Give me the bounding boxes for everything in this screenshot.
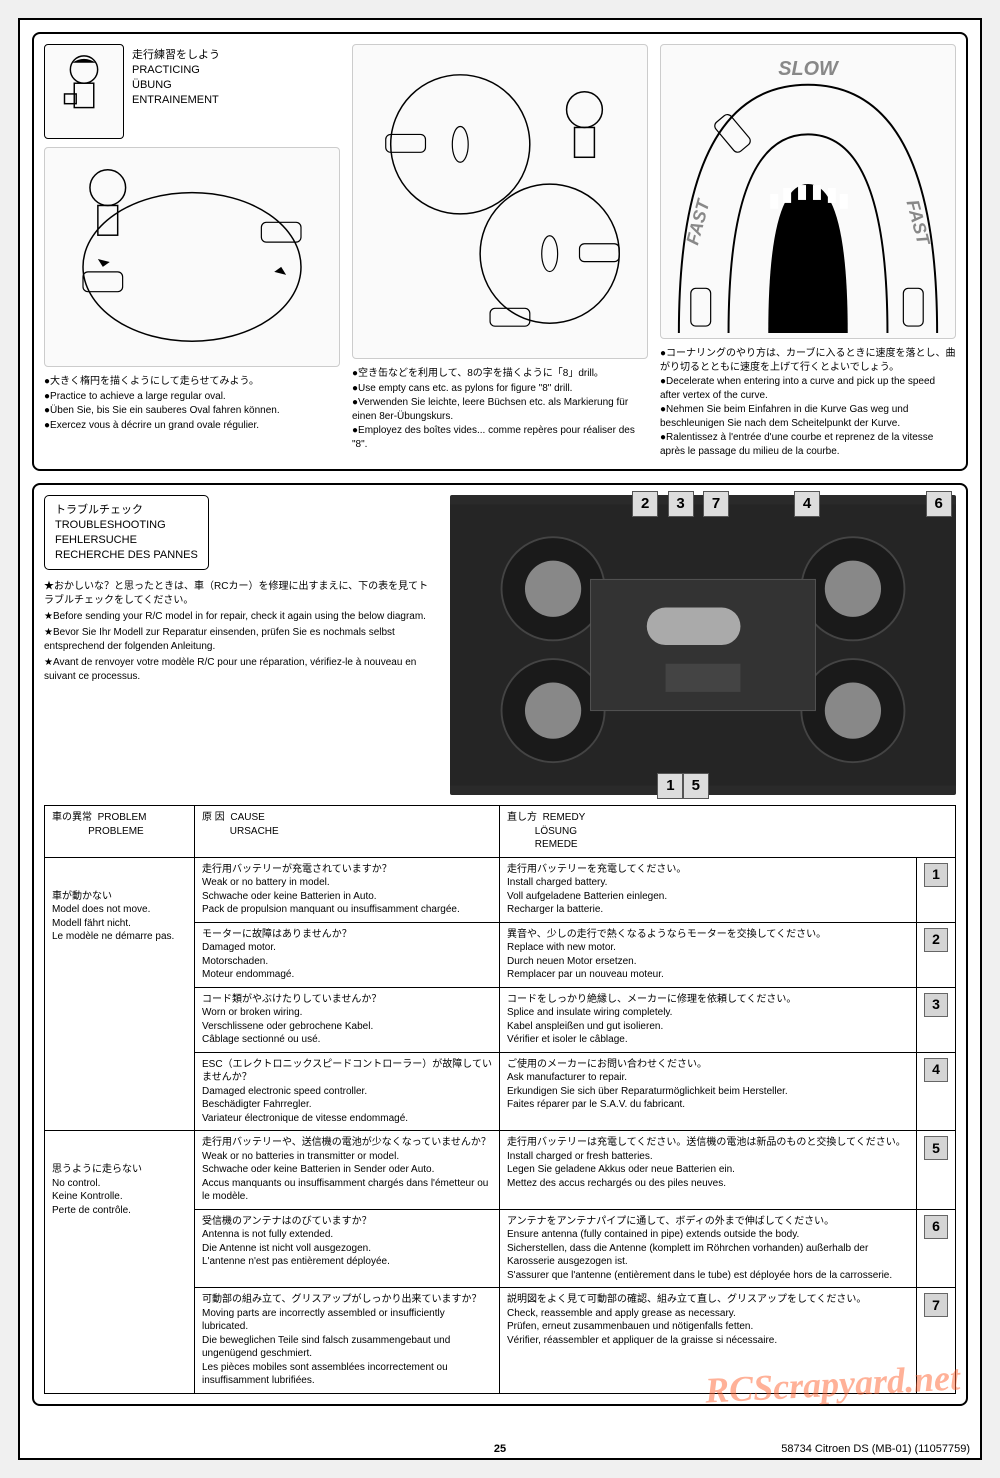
- col1-jp: ●大きく楕円を描くようにして走らせてみよう。: [44, 375, 340, 389]
- chassis-marker-3: 3: [668, 491, 694, 517]
- trouble-left: トラブルチェック TROUBLESHOOTING FEHLERSUCHE REC…: [44, 495, 434, 795]
- trouble-right: 2374615: [450, 495, 956, 795]
- col3-text: ●コーナリングのやり方は、カーブに入るときに速度を落とし、曲がり切るとともに速度…: [660, 347, 956, 458]
- practicing-col-1: 走行練習をしよう PRACTICING ÜBUNG ENTRAINEMENT ●…: [44, 44, 340, 459]
- chassis-marker-6: 6: [926, 491, 952, 517]
- num-marker-6: 6: [924, 1215, 948, 1239]
- cause-cell: 走行用バッテリーが充電されていますか？Weak or no battery in…: [195, 857, 500, 922]
- page-footer: 25 58734 Citroen DS (MB-01) (11057759): [0, 1442, 1000, 1456]
- col1-fr: ●Exercez vous à décrire un grand ovale r…: [44, 419, 340, 433]
- practicing-col-2: ●空き缶などを利用して、8の字を描くように「8」drill。 ●Use empt…: [352, 44, 648, 459]
- cause-cell: モーターに故障はありませんか？Damaged motor.Motorschade…: [195, 922, 500, 987]
- chassis-marker-1: 1: [657, 773, 683, 799]
- col1-en: ●Practice to achieve a large regular ova…: [44, 390, 340, 404]
- header-cause: 原 因 CAUSE URSACHE: [195, 806, 500, 858]
- chassis-marker-7: 7: [703, 491, 729, 517]
- remedy-cell: 説明図をよく見て可動部の確認、組み立て直し、グリスアップをしてください。Chec…: [500, 1288, 917, 1394]
- cause-cell: 可動部の組み立て、グリスアップがしっかり出来ていますか？Moving parts…: [195, 1288, 500, 1394]
- intro-en: ★Before sending your R/C model in for re…: [44, 610, 434, 624]
- num-marker-2: 2: [924, 928, 948, 952]
- col3-fr: ●Ralentissez à l'entrée d'une courbe et …: [660, 431, 956, 458]
- remedy-cell: 走行用バッテリーを充電してください。Install charged batter…: [500, 857, 917, 922]
- remedy-cell: 走行用バッテリーは充電してください。送信機の電池は新品のものと交換してください。…: [500, 1131, 917, 1210]
- practicing-grid: 走行練習をしよう PRACTICING ÜBUNG ENTRAINEMENT ●…: [44, 44, 956, 459]
- num-cell: 5: [917, 1131, 956, 1210]
- oval-diagram: [44, 147, 340, 367]
- practicing-col-3: SLOW FAST FAST ●コーナリングのやり方は、カーブに入るときに速度を落と…: [660, 44, 956, 459]
- col1-de: ●Üben Sie, bis Sie ein sauberes Oval fah…: [44, 404, 340, 418]
- num-marker-3: 3: [924, 993, 948, 1017]
- header-problem: 車の異常 PROBLEM PROBLEME: [45, 806, 195, 858]
- trouble-title-fr: RECHERCHE DES PANNES: [55, 548, 198, 563]
- col3-jp: ●コーナリングのやり方は、カーブに入るときに速度を落とし、曲がり切るとともに速度…: [660, 347, 956, 374]
- trouble-top: トラブルチェック TROUBLESHOOTING FEHLERSUCHE REC…: [44, 495, 956, 795]
- practicing-titles: 走行練習をしよう PRACTICING ÜBUNG ENTRAINEMENT: [132, 44, 220, 107]
- footer-ref: 58734 Citroen DS (MB-01) (11057759): [781, 1442, 970, 1456]
- num-marker-1: 1: [924, 863, 948, 887]
- intro-fr: ★Avant de renvoyer votre modèle R/C pour…: [44, 656, 434, 684]
- chassis-marker-4: 4: [794, 491, 820, 517]
- num-marker-7: 7: [924, 1293, 948, 1317]
- remedy-cell: ご使用のメーカーにお問い合わせください。Ask manufacturer to …: [500, 1052, 917, 1131]
- num-cell: 6: [917, 1209, 956, 1288]
- chassis-photo: 2374615: [450, 495, 956, 795]
- page-number: 25: [494, 1442, 506, 1456]
- svg-text:SLOW: SLOW: [778, 58, 840, 80]
- figure8-diagram: [352, 44, 648, 359]
- col2-fr: ●Employez des boîtes vides... comme repè…: [352, 424, 648, 451]
- num-cell: 1: [917, 857, 956, 922]
- remedy-cell: アンテナをアンテナパイプに通して、ボディの外まで伸ばしてください。Ensure …: [500, 1209, 917, 1288]
- trouble-intro: ★おかしいな？と思ったときは、車（RCカー）を修理に出すまえに、下の表を見てトラ…: [44, 580, 434, 684]
- page-container: 走行練習をしよう PRACTICING ÜBUNG ENTRAINEMENT ●…: [18, 18, 982, 1460]
- svg-text:FAST: FAST: [682, 196, 714, 247]
- col3-de: ●Nehmen Sie beim Einfahren in die Kurve …: [660, 403, 956, 430]
- table-row: 思うように走らないNo control.Keine Kontrolle.Pert…: [45, 1131, 956, 1210]
- num-cell: 4: [917, 1052, 956, 1131]
- trouble-title-jp: トラブルチェック: [55, 503, 198, 518]
- problem-cell-1: 車が動かないModel does not move.Modell fährt n…: [45, 857, 195, 1131]
- table-header-row: 車の異常 PROBLEM PROBLEME 原 因 CAUSE URSACHE …: [45, 806, 956, 858]
- curve-diagram: SLOW FAST FAST: [660, 44, 956, 339]
- header-remedy: 直し方 REMEDY LÖSUNG REMEDE: [500, 806, 956, 858]
- title-fr: ENTRAINEMENT: [132, 93, 220, 108]
- trouble-title-de: FEHLERSUCHE: [55, 533, 198, 548]
- trouble-table: 車の異常 PROBLEM PROBLEME 原 因 CAUSE URSACHE …: [44, 805, 956, 1394]
- title-jp: 走行練習をしよう: [132, 48, 220, 63]
- practicing-section: 走行練習をしよう PRACTICING ÜBUNG ENTRAINEMENT ●…: [32, 32, 968, 471]
- cause-cell: 走行用バッテリーや、送信機の電池が少なくなっていませんか？Weak or no …: [195, 1131, 500, 1210]
- trouble-title-en: TROUBLESHOOTING: [55, 518, 198, 533]
- col2-de: ●Verwenden Sie leichte, leere Büchsen et…: [352, 396, 648, 423]
- col2-en: ●Use empty cans etc. as pylons for figur…: [352, 382, 648, 396]
- chassis-marker-5: 5: [683, 773, 709, 799]
- trouble-title-box: トラブルチェック TROUBLESHOOTING FEHLERSUCHE REC…: [44, 495, 209, 570]
- col3-en: ●Decelerate when entering into a curve a…: [660, 375, 956, 402]
- cause-cell: ESC（エレクトロニックスピードコントローラー）が故障していませんか？Damag…: [195, 1052, 500, 1131]
- cause-cell: コード類がやぶけたりしていませんか？Worn or broken wiring.…: [195, 987, 500, 1052]
- num-marker-4: 4: [924, 1058, 948, 1082]
- chassis-marker-2: 2: [632, 491, 658, 517]
- practicing-header: 走行練習をしよう PRACTICING ÜBUNG ENTRAINEMENT: [44, 44, 340, 139]
- troubleshooting-section: トラブルチェック TROUBLESHOOTING FEHLERSUCHE REC…: [32, 483, 968, 1406]
- table-row: 車が動かないModel does not move.Modell fährt n…: [45, 857, 956, 922]
- problem-cell-2: 思うように走らないNo control.Keine Kontrolle.Pert…: [45, 1131, 195, 1394]
- col2-text: ●空き缶などを利用して、8の字を描くように「8」drill。 ●Use empt…: [352, 367, 648, 451]
- title-en: PRACTICING: [132, 63, 220, 78]
- intro-de: ★Bevor Sie Ihr Modell zur Reparatur eins…: [44, 626, 434, 654]
- num-marker-5: 5: [924, 1136, 948, 1160]
- intro-jp: ★おかしいな？と思ったときは、車（RCカー）を修理に出すまえに、下の表を見てトラ…: [44, 580, 434, 608]
- cause-cell: 受信機のアンテナはのびていますか？Antenna is not fully ex…: [195, 1209, 500, 1288]
- col2-jp: ●空き缶などを利用して、8の字を描くように「8」drill。: [352, 367, 648, 381]
- num-cell: 2: [917, 922, 956, 987]
- title-de: ÜBUNG: [132, 78, 220, 93]
- num-cell: 3: [917, 987, 956, 1052]
- svg-text:FAST: FAST: [903, 198, 935, 249]
- boy-illustration: [44, 44, 124, 139]
- col1-text: ●大きく楕円を描くようにして走らせてみよう。 ●Practice to achi…: [44, 375, 340, 432]
- remedy-cell: 異音や、少しの走行で熱くなるようならモーターを交換してください。Replace …: [500, 922, 917, 987]
- num-cell: 7: [917, 1288, 956, 1394]
- remedy-cell: コードをしっかり絶縁し、メーカーに修理を依頼してください。Splice and …: [500, 987, 917, 1052]
